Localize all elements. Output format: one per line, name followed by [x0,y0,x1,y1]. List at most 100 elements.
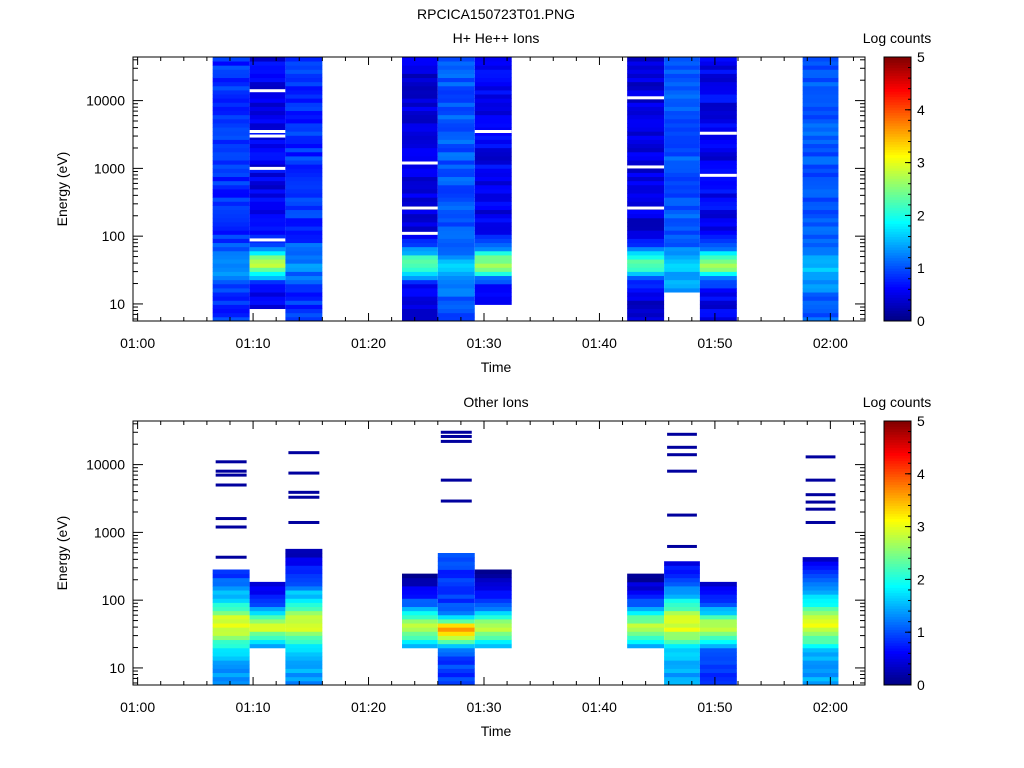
colorbar-tick-label: 5 [917,49,925,65]
heatmap-cell [285,259,323,264]
heatmap-cell [249,123,286,128]
data-gap [699,131,737,135]
heatmap-cell [212,98,250,103]
heatmap-cell [802,672,839,678]
x-tick-label: 01:30 [466,699,501,715]
colorbar-segment [884,492,911,496]
heatmap-cell [402,156,438,161]
heatmap-cell [802,271,839,277]
colorbar-segment [884,571,911,575]
heatmap-cell [664,246,700,252]
colorbar-segment [884,228,911,232]
heatmap-cell [212,110,250,116]
colorbar-segment [884,608,911,612]
heatmap-cell [802,123,839,128]
heatmap-cell [474,635,512,641]
data-gap [699,173,737,177]
heatmap-cell [285,255,323,260]
heatmap-cell [402,623,438,628]
heatmap-cell [285,672,323,678]
heatmap-cell [212,176,250,182]
heatmap-cell [474,85,512,91]
heatmap-cell [474,267,512,272]
heatmap-cell [212,296,250,301]
colorbar-segment [884,162,911,166]
heatmap-cell [285,680,323,686]
heatmap-cell [249,69,286,74]
colorbar-segment [884,452,911,456]
colorbar-segment [884,196,911,201]
colorbar-segment [884,146,911,150]
y-axis-label: Energy (eV) [54,152,70,227]
heatmap-cell [474,172,512,178]
sparse-count-line [440,434,472,438]
heatmap-cell [627,614,665,620]
heatmap-cell [285,548,323,554]
colorbar-segment [884,128,911,132]
heatmap-cell [474,606,512,612]
heatmap-cell [664,271,700,277]
heatmap-cell [437,610,475,616]
colorbar-segment [884,624,911,628]
heatmap-cell [699,627,737,632]
colorbar-segment [884,64,911,69]
heatmap-cell [437,279,475,285]
heatmap-cell [249,590,286,595]
heatmap-cell [402,172,438,178]
colorbar-segment [884,80,911,84]
colorbar-segment [884,133,911,137]
heatmap-cell [699,664,737,669]
sparse-count-line [805,493,836,497]
heatmap-cell [212,639,250,645]
colorbar-segment [884,587,911,591]
heatmap-cell [437,123,475,128]
heatmap-cell [627,90,665,95]
colorbar-segment [884,436,911,440]
heatmap-cell [699,292,737,297]
heatmap-cell [402,234,438,239]
heatmap-cell [664,250,700,256]
heatmap-cell [402,213,438,219]
heatmap-cell [402,300,438,305]
heatmap-cell [212,606,250,612]
colorbar-segment [884,516,911,520]
heatmap-cell [437,643,475,649]
heatmap-cell [402,283,438,289]
heatmap-cell [474,123,512,128]
heatmap-cell [437,614,475,620]
heatmap-cell [212,292,250,297]
heatmap-cell [664,65,700,70]
heatmap-cell [212,168,250,173]
heatmap-cell [249,57,286,62]
heatmap-cell [285,156,323,161]
heatmap-cell [474,234,512,239]
heatmap-cell [437,168,475,173]
heatmap-cell [402,271,438,277]
heatmap-cell [285,652,323,657]
heatmap-cell [212,664,250,669]
heatmap-cell [437,147,475,153]
heatmap-cell [212,222,250,227]
heatmap-cell [802,300,839,305]
heatmap-cell [664,217,700,223]
heatmap-cell [285,288,323,293]
heatmap-cell [627,590,665,595]
x-tick-label: 02:00 [813,699,848,715]
heatmap-cell [285,201,323,206]
heatmap-cell [249,283,286,289]
heatmap-cell [474,205,512,211]
heatmap-cell [249,147,286,153]
heatmap-cell [402,643,438,649]
colorbar-segment [884,236,911,240]
heatmap-cell [474,57,512,62]
heatmap-column [249,57,286,310]
heatmap-cell [699,65,737,70]
heatmap-cell [212,263,250,268]
x-tick-label: 01:40 [582,699,617,715]
colorbar-segment [884,481,911,485]
colorbar-segment [884,78,911,82]
heatmap-cell [699,288,737,293]
heatmap-cell [285,77,323,83]
colorbar-segment [884,487,911,491]
heatmap-cell [699,98,737,103]
